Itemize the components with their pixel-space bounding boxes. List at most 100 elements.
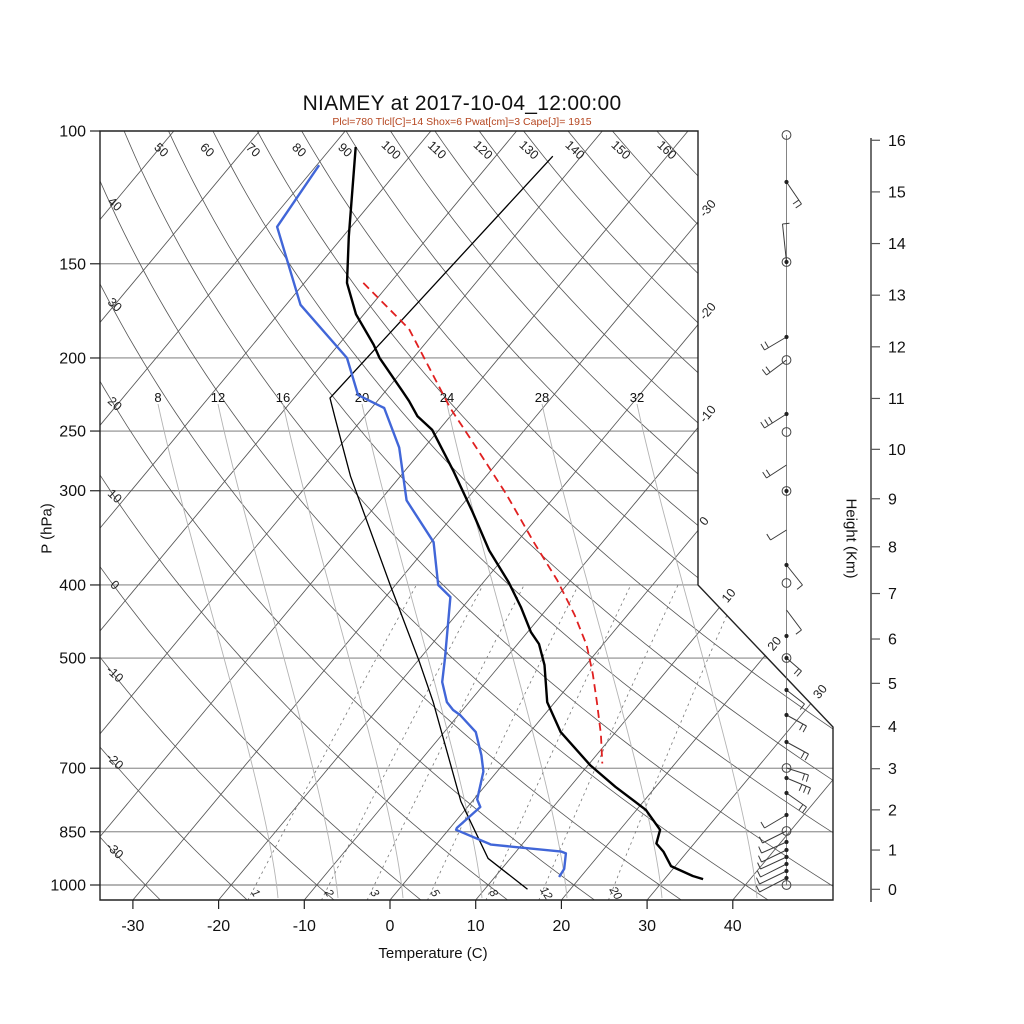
dry-adiabat-left-label: 40 (105, 194, 125, 214)
isotherm-diagonal-label: 10 (719, 586, 739, 606)
dry-adiabat-top-label: 120 (471, 138, 496, 162)
temperature-tick-label: 40 (724, 918, 742, 935)
dry-adiabat (567, 131, 833, 900)
height-tick-label: 1 (888, 843, 897, 860)
mixing-ratio-line (366, 584, 525, 900)
moist-adiabat (636, 403, 758, 899)
isotherm (100, 131, 260, 900)
wind-barb-staff (770, 529, 787, 541)
dry-adiabat-top-label: 90 (335, 140, 355, 160)
temperature-tick-label: 20 (553, 918, 571, 935)
dry-adiabat-top-label: 130 (517, 138, 542, 162)
temperature-tick-label: -30 (121, 918, 144, 935)
wind-barb-feather (801, 773, 806, 781)
wind-barb-staff (764, 336, 787, 351)
temperature-axis-title: Temperature (C) (378, 945, 488, 962)
dry-adiabat (100, 131, 509, 900)
temperature-tick-label: -10 (293, 918, 316, 935)
dry-adiabat-top-label: 150 (608, 138, 633, 162)
wind-barb-feather (796, 670, 802, 677)
wind-level-dot (784, 411, 789, 417)
wind-level-dot (784, 655, 789, 661)
pressure-tick-label: 850 (59, 824, 86, 841)
wind-barb-feather (805, 774, 809, 782)
wind-level-dot (784, 861, 789, 867)
wind-level-dot (784, 775, 789, 781)
wind-level-dot (784, 847, 789, 853)
wind-barb-feather (799, 723, 804, 731)
wind-barb-feather (795, 629, 802, 635)
wind-barb-feather (766, 533, 771, 541)
wind-barb-staff (786, 777, 811, 789)
wind-barb-feather (758, 855, 762, 863)
height-tick-label: 3 (888, 761, 897, 778)
isotherm (561, 131, 833, 900)
wind-barb-feather (758, 836, 763, 844)
plot-outline (99, 130, 834, 901)
wind-level-dot (784, 812, 789, 818)
dry-adiabat-top-label: 70 (243, 140, 263, 160)
wind-barb-staff (786, 741, 809, 755)
mixing-ratio-line (485, 584, 632, 900)
dry-adiabat (656, 131, 833, 900)
wind-level-dot (784, 875, 789, 881)
pressure-tick-label: 200 (59, 350, 86, 367)
dry-adiabat (100, 131, 422, 900)
moist-adiabat (446, 403, 568, 899)
pressure-tick-label: 300 (59, 483, 86, 500)
wind-barb-feather (802, 725, 807, 733)
mixing-ratio-label: 1 (248, 888, 262, 900)
wind-level-circle (781, 130, 792, 140)
wind-barb-staff (761, 841, 787, 854)
wind-barb-feather (760, 343, 765, 351)
temperature-tick-label: 0 (386, 918, 395, 935)
wind-barb-feather (765, 469, 771, 476)
wind-barb-staff (766, 464, 787, 479)
dry-adiabat-left-label: -20 (103, 750, 126, 773)
isotherm (132, 131, 775, 900)
mixing-ratio-label: 8 (486, 888, 500, 900)
dry-adiabat (612, 131, 833, 900)
wind-barb-staff (786, 767, 809, 776)
mixing-ratio-line (247, 584, 417, 900)
dry-adiabat (745, 131, 833, 900)
isotherm (475, 131, 833, 900)
mixing-ratio-label: 5 (428, 888, 442, 900)
moist-adiabat-lines (157, 403, 758, 899)
height-tick-label: 2 (888, 802, 897, 819)
moist-adiabat (541, 403, 663, 899)
dewpoint-profile (275, 164, 568, 878)
pressure-tick-label: 250 (59, 424, 86, 441)
parcel-profile (362, 282, 604, 764)
temperature-tick-label: 30 (638, 918, 656, 935)
isotherm (100, 131, 517, 900)
wind-level-circle (781, 763, 792, 773)
mixing-ratio-label: 2 (321, 887, 335, 900)
wind-barb-staff (761, 849, 787, 863)
wind-level-dot (784, 633, 789, 639)
wind-barb-staff (764, 413, 787, 429)
profiles (275, 146, 704, 890)
moist-adiabat (361, 403, 483, 899)
isotherm-right-label: -20 (697, 300, 719, 323)
isotherm (646, 131, 833, 900)
dry-adiabat-left-label: 20 (105, 394, 125, 414)
wind-level-dot (784, 790, 789, 796)
wind-barb-feather (756, 870, 761, 878)
dry-adiabat (789, 131, 833, 900)
isotherm (303, 131, 833, 900)
isotherm-diagonal-label: 30 (810, 682, 830, 702)
wind-barb-feather (758, 846, 762, 854)
height-tick-label: 7 (888, 586, 897, 603)
height-tick-label: 12 (888, 339, 906, 356)
dry-adiabat (100, 131, 248, 900)
height-tick-label: 4 (888, 719, 897, 736)
pressure-tick-label: 150 (59, 256, 86, 273)
isotherm (100, 131, 603, 900)
wind-level-dot (784, 712, 789, 718)
wind-barb-feather (807, 787, 811, 795)
wind-barb-feather (793, 668, 800, 675)
wind-barb-feather (760, 821, 765, 829)
wind-level-circle (781, 427, 792, 437)
